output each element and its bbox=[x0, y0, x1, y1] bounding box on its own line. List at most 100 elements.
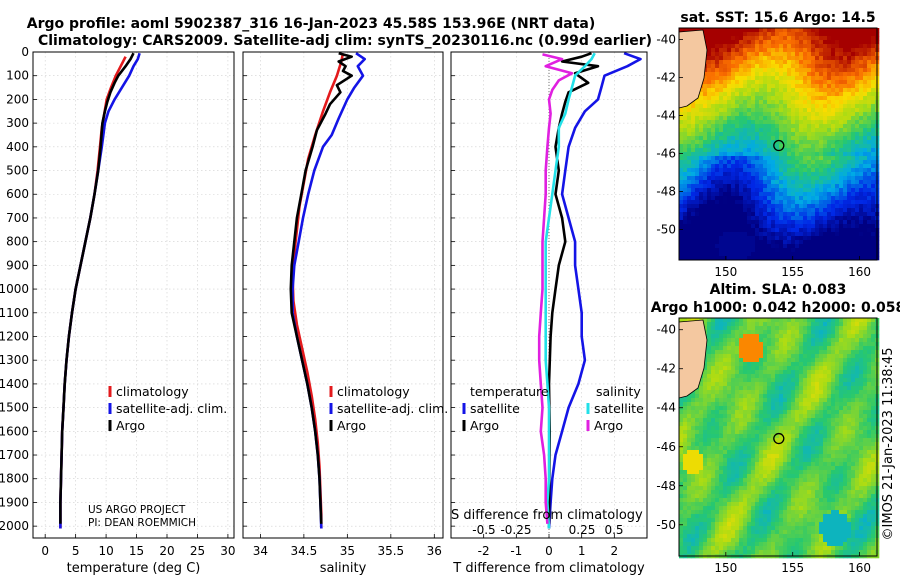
map-cell bbox=[851, 414, 856, 419]
map-cell bbox=[791, 32, 796, 37]
map-cell bbox=[727, 80, 732, 85]
map-cell bbox=[723, 164, 728, 169]
map-cell bbox=[723, 120, 728, 125]
map-cell bbox=[815, 346, 820, 351]
map-cell bbox=[803, 366, 808, 371]
map-cell bbox=[799, 414, 804, 419]
map-cell bbox=[775, 184, 780, 189]
map-cell bbox=[803, 406, 808, 411]
map-cell bbox=[803, 446, 808, 451]
map-cell bbox=[743, 104, 748, 109]
map-cell bbox=[703, 228, 708, 233]
map-cell bbox=[751, 248, 756, 253]
map-cell bbox=[823, 454, 828, 459]
map-cell bbox=[687, 220, 692, 225]
map-cell bbox=[687, 152, 692, 157]
map-cell bbox=[743, 362, 748, 367]
map-cell bbox=[831, 80, 836, 85]
map-cell bbox=[791, 394, 796, 399]
map-cell bbox=[759, 188, 764, 193]
map-cell bbox=[723, 338, 728, 343]
map-cell bbox=[843, 450, 848, 455]
map-cell bbox=[767, 228, 772, 233]
map-cell bbox=[743, 418, 748, 423]
map-cell bbox=[859, 60, 864, 65]
map-cell bbox=[843, 136, 848, 141]
map-cell bbox=[735, 346, 740, 351]
map-cell bbox=[835, 204, 840, 209]
map-cell bbox=[847, 394, 852, 399]
map-cell bbox=[871, 362, 876, 367]
map-cell bbox=[815, 342, 820, 347]
map-cell bbox=[791, 346, 796, 351]
map-cell bbox=[679, 28, 684, 33]
map-cell bbox=[687, 108, 692, 113]
map-cell bbox=[863, 330, 868, 335]
map-cell bbox=[843, 160, 848, 165]
map-cell bbox=[831, 96, 836, 101]
map-cell bbox=[723, 378, 728, 383]
map-cell bbox=[871, 256, 876, 261]
map-cell bbox=[711, 32, 716, 37]
map-cell bbox=[839, 244, 844, 249]
map-cell bbox=[787, 330, 792, 335]
map-cell bbox=[863, 342, 868, 347]
map-cell bbox=[683, 176, 688, 181]
map-cell bbox=[747, 362, 752, 367]
map-cell bbox=[747, 386, 752, 391]
map-cell bbox=[695, 438, 700, 443]
map-cell bbox=[699, 196, 704, 201]
map-cell bbox=[755, 176, 760, 181]
map-cell bbox=[703, 370, 708, 375]
map-cell bbox=[835, 426, 840, 431]
map-cell bbox=[767, 438, 772, 443]
map-cell bbox=[727, 252, 732, 257]
map-cell bbox=[847, 326, 852, 331]
map-cell bbox=[859, 180, 864, 185]
map-cell bbox=[835, 370, 840, 375]
map-cell bbox=[803, 318, 808, 323]
map-cell bbox=[807, 44, 812, 49]
map-cell bbox=[739, 52, 744, 57]
map-cell bbox=[795, 232, 800, 237]
map-cell bbox=[775, 422, 780, 427]
map-cell bbox=[835, 438, 840, 443]
map-cell bbox=[855, 386, 860, 391]
map-cell bbox=[859, 438, 864, 443]
map-cell bbox=[847, 208, 852, 213]
map-cell bbox=[719, 72, 724, 77]
map-cell bbox=[871, 386, 876, 391]
map-cell bbox=[747, 342, 752, 347]
map-cell bbox=[863, 398, 868, 403]
map-cell bbox=[807, 414, 812, 419]
map-cell bbox=[679, 422, 684, 427]
map-cell bbox=[859, 330, 864, 335]
map-cell bbox=[835, 450, 840, 455]
map-cell bbox=[723, 454, 728, 459]
map-cell bbox=[759, 358, 764, 363]
map-cell bbox=[731, 426, 736, 431]
map-cell bbox=[715, 390, 720, 395]
map-cell bbox=[867, 240, 872, 245]
map-cell bbox=[719, 36, 724, 41]
map-cell bbox=[731, 120, 736, 125]
map-cell bbox=[783, 422, 788, 427]
map-cell bbox=[727, 172, 732, 177]
map-cell bbox=[767, 148, 772, 153]
map-cell bbox=[867, 84, 872, 89]
map-cell bbox=[743, 236, 748, 241]
map-cell bbox=[691, 148, 696, 153]
map-cell bbox=[699, 128, 704, 133]
map-cell bbox=[851, 430, 856, 435]
map-cell bbox=[767, 410, 772, 415]
map-cell bbox=[687, 414, 692, 419]
map-cell bbox=[739, 326, 744, 331]
map-cell bbox=[791, 248, 796, 253]
map-cell bbox=[819, 64, 824, 69]
map-cell bbox=[819, 220, 824, 225]
map-cell bbox=[755, 84, 760, 89]
map-cell bbox=[771, 434, 776, 439]
map-cell bbox=[795, 164, 800, 169]
map-cell bbox=[763, 422, 768, 427]
